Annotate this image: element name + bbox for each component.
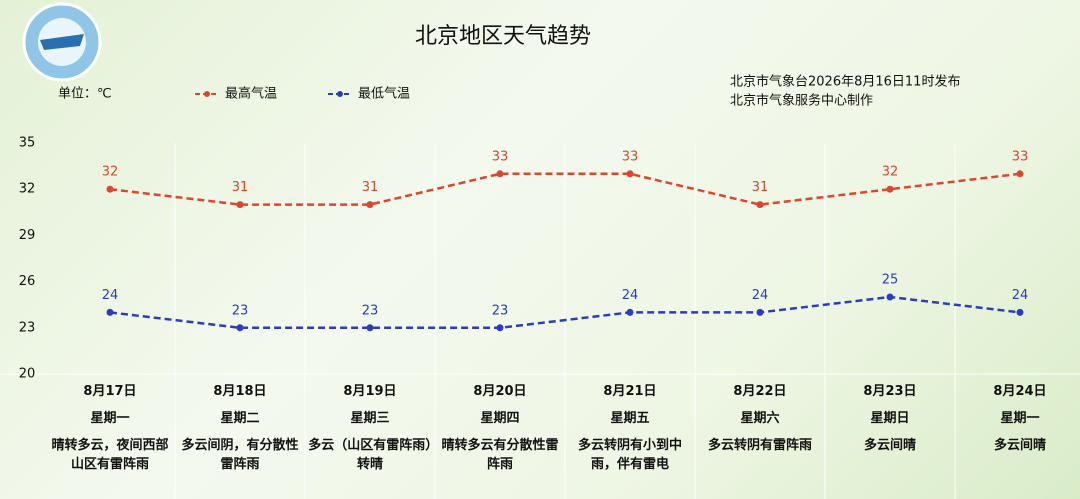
- title: 北京地区天气趋势: [415, 24, 591, 49]
- x-tick-label: 8月19日: [343, 384, 397, 399]
- weather: 多云间晴: [863, 438, 916, 453]
- weekday: 星期六: [740, 411, 780, 426]
- weekday: 星期五: [610, 411, 650, 426]
- point: [756, 201, 764, 209]
- point: [366, 201, 374, 209]
- weather: 多云转阴有小到中雨，伴有雷电: [577, 438, 682, 472]
- y-tick-label: 29: [19, 228, 36, 243]
- value-label: 24: [752, 288, 769, 303]
- point: [756, 308, 764, 316]
- series-line: [109, 295, 1021, 330]
- point: [236, 201, 244, 209]
- value-label: 32: [102, 165, 119, 180]
- point: [496, 170, 504, 178]
- value-label: 31: [362, 180, 379, 195]
- point: [626, 308, 634, 316]
- x-tick-label: 8月20日: [473, 384, 527, 399]
- legend-label: 最低气温: [358, 86, 410, 102]
- legend-marker: [337, 91, 343, 97]
- point: [886, 185, 894, 193]
- weekday: 星期一: [1000, 411, 1040, 426]
- value-label: 23: [232, 303, 249, 318]
- weekday: 星期日: [870, 411, 910, 426]
- unit-label: 单位：℃: [58, 87, 112, 102]
- point: [886, 293, 894, 301]
- x-tick-label: 8月17日: [83, 384, 137, 399]
- weather: 多云间阴，有分散性雷阵雨: [181, 438, 299, 472]
- x-tick-label: 8月24日: [993, 384, 1047, 399]
- weather: 多云间晴: [993, 438, 1046, 453]
- value-label: 33: [622, 149, 639, 164]
- logo: [22, 2, 102, 82]
- y-tick-label: 32: [19, 182, 36, 197]
- issuer: 北京市气象台2026年8月16日11时发布: [730, 74, 960, 90]
- y-tick-label: 35: [19, 136, 36, 151]
- point: [106, 185, 114, 193]
- weather: 多云（山区有雷阵雨）转晴: [308, 438, 432, 472]
- legend-marker: [204, 91, 210, 97]
- y-tick-label: 26: [19, 274, 36, 289]
- issuer: 北京市气象服务中心制作: [730, 93, 873, 109]
- point: [106, 308, 114, 316]
- value-label: 31: [752, 180, 769, 195]
- y-tick-label: 20: [19, 367, 36, 382]
- x-tick-label: 8月18日: [213, 384, 267, 399]
- value-label: 32: [882, 165, 899, 180]
- x-tick-label: 8月22日: [733, 384, 787, 399]
- value-label: 23: [362, 303, 379, 318]
- weekday: 星期二: [220, 411, 260, 426]
- point: [1016, 170, 1024, 178]
- point: [236, 324, 244, 332]
- x-tick-label: 8月21日: [603, 384, 657, 399]
- weather: 晴转多云有分散性雷阵雨: [441, 438, 559, 472]
- value-label: 33: [492, 149, 509, 164]
- weekday: 星期一: [90, 411, 130, 426]
- weekday: 星期三: [350, 411, 390, 426]
- y-tick-label: 23: [19, 320, 36, 335]
- weather: 多云转阴有雷阵雨: [707, 438, 812, 453]
- value-label: 24: [622, 288, 639, 303]
- value-label: 24: [1012, 288, 1029, 303]
- value-label: 23: [492, 303, 509, 318]
- weekday: 星期四: [480, 411, 520, 426]
- point: [366, 324, 374, 332]
- point: [1016, 308, 1024, 316]
- value-label: 31: [232, 180, 249, 195]
- weather: 晴转多云，夜间西部山区有雷阵雨: [51, 438, 169, 472]
- legend-label: 最高气温: [225, 86, 277, 102]
- value-label: 25: [882, 273, 899, 288]
- x-tick-label: 8月23日: [863, 384, 917, 399]
- value-label: 24: [102, 288, 119, 303]
- value-label: 33: [1012, 149, 1029, 164]
- point: [626, 170, 634, 178]
- point: [496, 324, 504, 332]
